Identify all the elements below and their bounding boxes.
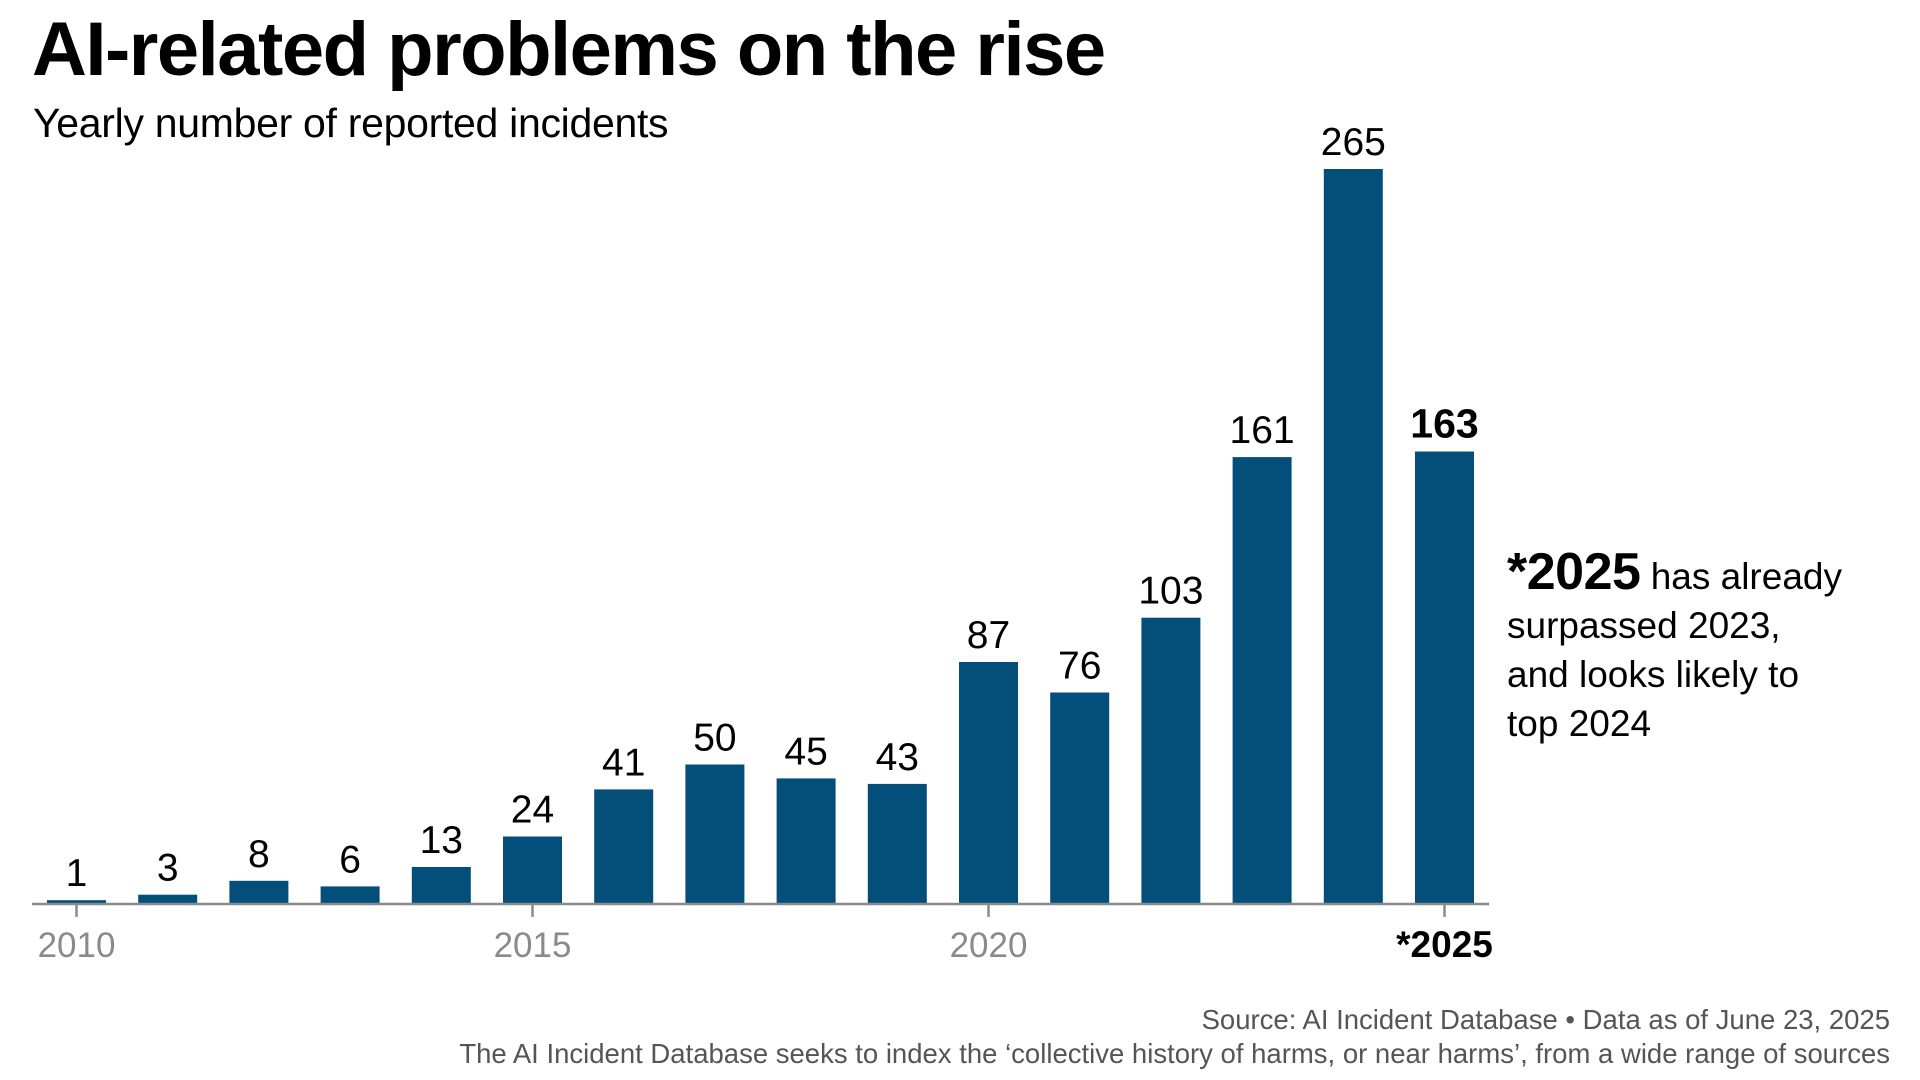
annotation-line-3: and looks likely to xyxy=(1507,654,1800,695)
bar-label-2019: 43 xyxy=(876,736,919,779)
bar-label-2012: 8 xyxy=(248,833,270,876)
bar-label-2018: 45 xyxy=(784,730,827,773)
bar-label-2011: 3 xyxy=(157,847,179,890)
annotation-line-4: top 2024 xyxy=(1507,703,1652,744)
annotation-line-1: has already xyxy=(1650,556,1842,597)
bar-label-2013: 6 xyxy=(339,838,361,881)
chart-title: AI-related problems on the rise xyxy=(32,7,1106,92)
annotation-highlight: *2025 xyxy=(1507,543,1641,601)
x-ticks-group: 2010 2015 2020 *2025 xyxy=(38,905,1493,965)
bar-2017 xyxy=(685,764,745,903)
x-tick-label-2015: 2015 xyxy=(494,926,572,965)
bar-2016 xyxy=(594,789,654,903)
bar-label-2022: 103 xyxy=(1138,570,1203,613)
bar-2023 xyxy=(1232,457,1292,903)
chart-subtitle: Yearly number of reported incidents xyxy=(33,100,669,146)
bar-2024 xyxy=(1323,169,1383,903)
bar-label-2015: 24 xyxy=(511,789,554,832)
footer: Source: AI Incident Database • Data as o… xyxy=(459,1003,1890,1071)
bar-label-2016: 41 xyxy=(602,741,645,784)
x-tick-label-2020: 2020 xyxy=(950,926,1028,965)
bar-label-2010: 1 xyxy=(66,852,88,895)
bar-2010 xyxy=(47,900,106,903)
bar-2025 xyxy=(1415,451,1474,903)
annotation-2025: *2025 has already surpassed 2023, and lo… xyxy=(1507,546,1917,748)
bars-group xyxy=(47,169,1474,903)
bar-2020 xyxy=(959,662,1018,903)
bar-label-2021: 76 xyxy=(1058,645,1101,688)
bar-2011 xyxy=(138,894,198,903)
source-note: Source: AI Incident Database • Data as o… xyxy=(1201,1004,1890,1035)
bar-label-2023: 161 xyxy=(1230,409,1295,452)
bar-label-2014: 13 xyxy=(420,819,463,862)
bar-label-2017: 50 xyxy=(693,717,736,760)
bar-2022 xyxy=(1141,617,1201,903)
bar-2013 xyxy=(320,886,380,903)
bar-2018 xyxy=(776,778,836,903)
bar-label-2025: 163 xyxy=(1410,401,1478,447)
bar-2021 xyxy=(1050,692,1110,903)
bar-2015 xyxy=(503,836,562,903)
bar-label-2020: 87 xyxy=(967,614,1010,657)
annotation-line-2: surpassed 2023, xyxy=(1507,605,1781,646)
bar-2019 xyxy=(867,783,927,903)
bar-2012 xyxy=(229,880,289,903)
bar-2014 xyxy=(411,867,471,903)
x-tick-label-2010: 2010 xyxy=(38,926,116,965)
x-tick-label-2025: *2025 xyxy=(1396,924,1493,965)
description-note: The AI Incident Database seeks to index … xyxy=(459,1038,1890,1069)
bar-label-2024: 265 xyxy=(1321,121,1386,164)
